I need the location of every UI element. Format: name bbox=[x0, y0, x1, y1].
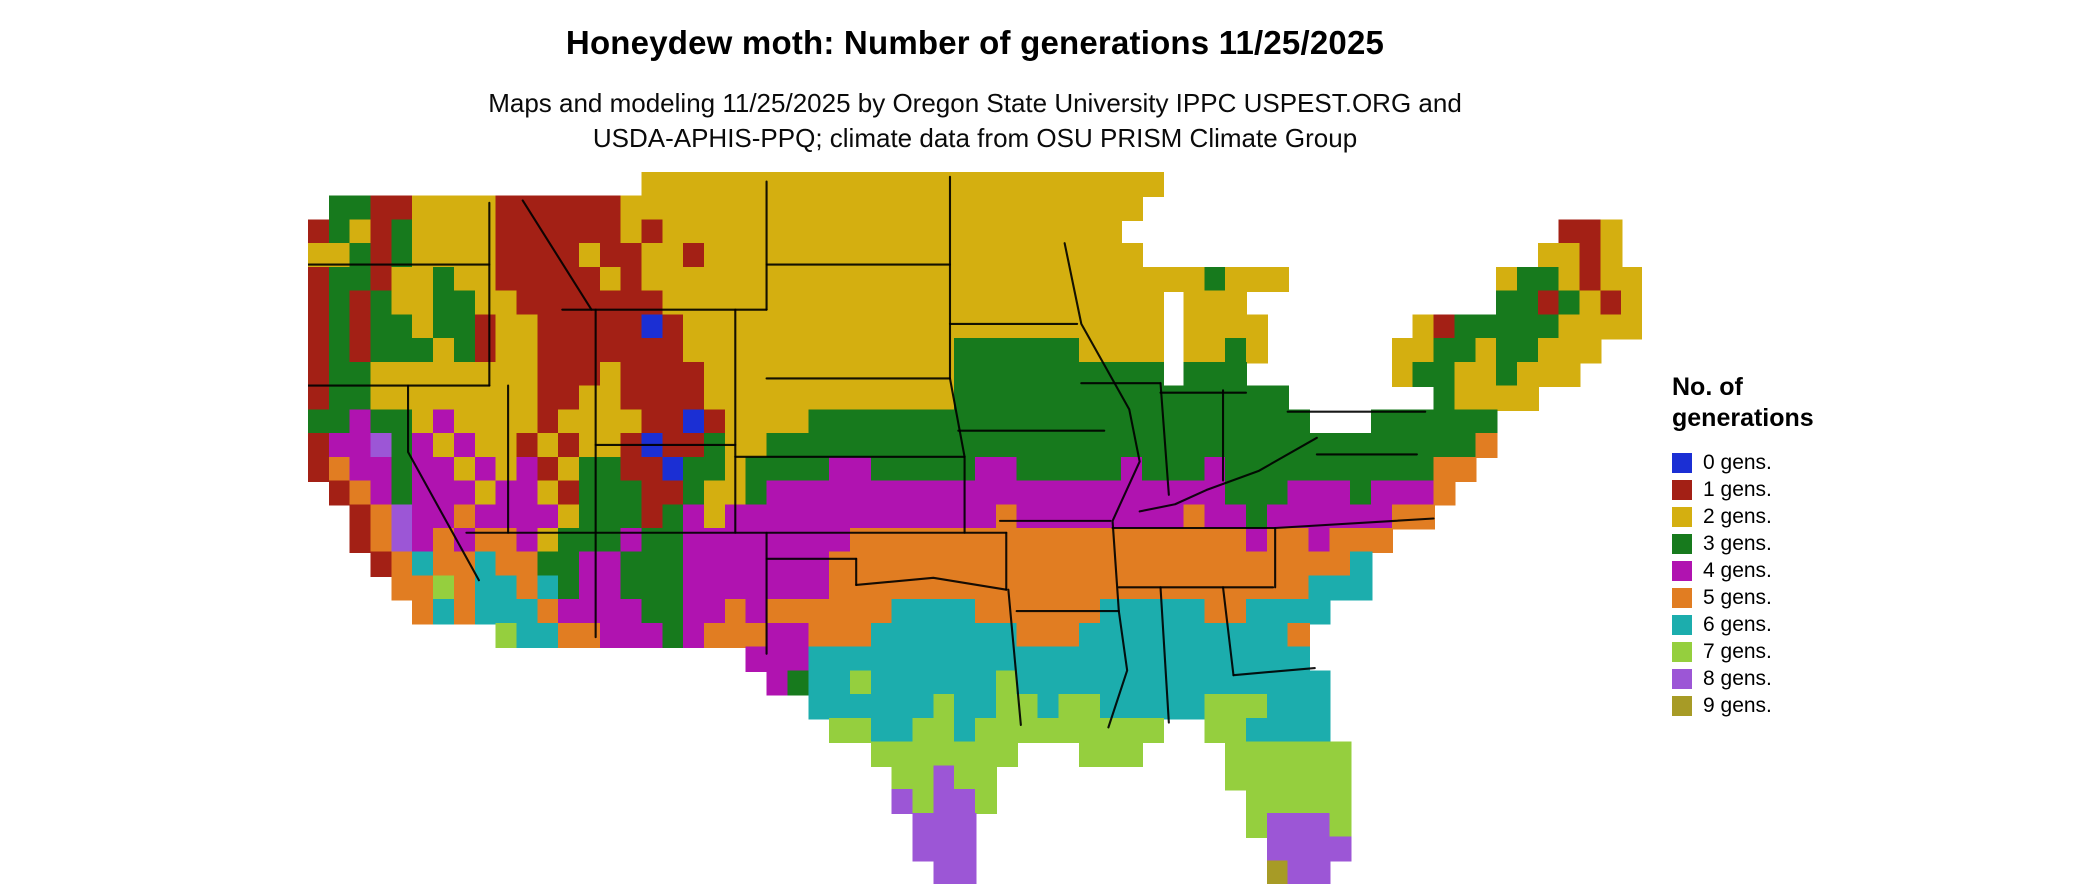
legend-color-swatch bbox=[1672, 452, 1692, 473]
legend-color-swatch bbox=[1672, 641, 1692, 662]
legend-item: 7 gens. bbox=[1672, 638, 1814, 665]
legend-label: 4 gens. bbox=[1703, 558, 1772, 582]
legend-color-swatch bbox=[1672, 668, 1692, 689]
state-borders bbox=[308, 177, 1434, 728]
legend-item: 8 gens. bbox=[1672, 665, 1814, 692]
legend-item: 2 gens. bbox=[1672, 503, 1814, 530]
legend-item: 3 gens. bbox=[1672, 530, 1814, 557]
state-border-line bbox=[856, 578, 1006, 590]
legend-item: 6 gens. bbox=[1672, 611, 1814, 638]
map-subtitle-line1: Maps and modeling 11/25/2025 by Oregon S… bbox=[488, 88, 1462, 118]
legend-item: 0 gens. bbox=[1672, 449, 1814, 476]
legend-color-swatch bbox=[1672, 695, 1692, 716]
legend-label: 7 gens. bbox=[1703, 639, 1772, 663]
legend-color-swatch bbox=[1672, 587, 1692, 608]
legend: No. of generations 0 gens. 1 gens. 2 gens.… bbox=[1672, 372, 1814, 719]
legend-label: 3 gens. bbox=[1703, 531, 1772, 555]
map-subtitle: Maps and modeling 11/25/2025 by Oregon S… bbox=[0, 86, 1950, 156]
state-border-line bbox=[950, 378, 965, 456]
state-border-line bbox=[1008, 590, 1021, 725]
map-header: Honeydew moth: Number of generations 11/… bbox=[0, 24, 1950, 156]
legend-title-line1: No. of bbox=[1672, 373, 1743, 401]
legend-color-swatch bbox=[1672, 614, 1692, 635]
legend-label: 8 gens. bbox=[1703, 666, 1772, 690]
legend-items: 0 gens. 1 gens. 2 gens. 3 gens. 4 gens. 5 gen… bbox=[1672, 449, 1814, 719]
map-title: Honeydew moth: Number of generations 11/… bbox=[565, 24, 1385, 61]
state-border-line bbox=[408, 386, 479, 581]
legend-color-swatch bbox=[1672, 479, 1692, 500]
state-border-line bbox=[1233, 668, 1314, 675]
legend-color-swatch bbox=[1672, 560, 1692, 581]
legend-item: 5 gens. bbox=[1672, 584, 1814, 611]
legend-color-swatch bbox=[1672, 533, 1692, 554]
us-generations-map bbox=[308, 172, 1642, 884]
state-border-line bbox=[1161, 383, 1169, 495]
state-border-line bbox=[1140, 438, 1317, 512]
map-raster-cells bbox=[308, 172, 1642, 884]
state-border-line bbox=[1223, 587, 1233, 675]
legend-title: No. of generations bbox=[1672, 372, 1814, 434]
legend-label: 2 gens. bbox=[1703, 504, 1772, 528]
legend-item: 4 gens. bbox=[1672, 557, 1814, 584]
legend-item: 9 gens. bbox=[1672, 692, 1814, 719]
state-border-line bbox=[1065, 243, 1140, 727]
legend-title-line2: generations bbox=[1672, 404, 1814, 432]
us-map-svg bbox=[308, 172, 1642, 884]
state-border-line bbox=[523, 200, 592, 309]
legend-label: 5 gens. bbox=[1703, 585, 1772, 609]
legend-label: 1 gens. bbox=[1703, 477, 1772, 501]
map-subtitle-line2: USDA-APHIS-PPQ; climate data from OSU PR… bbox=[592, 123, 1358, 153]
legend-label: 6 gens. bbox=[1703, 612, 1772, 636]
legend-label: 9 gens. bbox=[1703, 693, 1772, 717]
state-border-line bbox=[1161, 587, 1169, 722]
legend-color-swatch bbox=[1672, 506, 1692, 527]
legend-item: 1 gens. bbox=[1672, 476, 1814, 503]
legend-label: 0 gens. bbox=[1703, 450, 1772, 474]
